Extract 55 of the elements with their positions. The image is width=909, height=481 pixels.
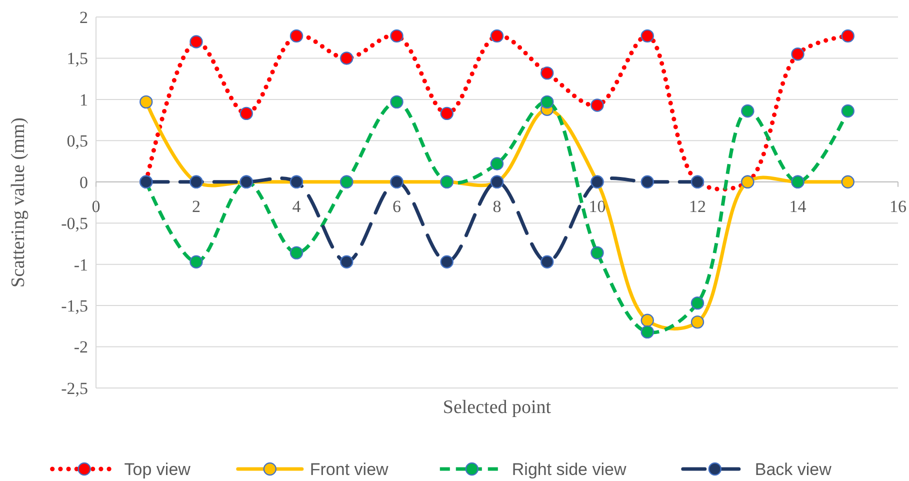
point bbox=[690, 315, 704, 329]
y-tick-label: -1,5 bbox=[61, 296, 88, 316]
point bbox=[640, 175, 654, 188]
point bbox=[841, 29, 854, 43]
point bbox=[390, 95, 404, 109]
legend-label: Top view bbox=[124, 460, 192, 479]
point bbox=[290, 29, 304, 43]
x-tick-label: 6 bbox=[392, 196, 401, 216]
x-axis-title: Selected point bbox=[442, 397, 552, 418]
x-tick-label: 10 bbox=[588, 196, 606, 216]
y-tick-label: -1 bbox=[74, 255, 88, 274]
point bbox=[590, 98, 604, 112]
x-tick-label: 2 bbox=[192, 196, 200, 216]
x-tick-label: 14 bbox=[789, 196, 807, 216]
point bbox=[841, 104, 854, 118]
y-tick-label: 0 bbox=[80, 172, 88, 192]
point bbox=[590, 246, 604, 260]
y-tick-label: -0,5 bbox=[61, 214, 88, 234]
point bbox=[140, 95, 153, 109]
point bbox=[440, 255, 454, 268]
point bbox=[240, 106, 253, 120]
point bbox=[190, 255, 203, 268]
point bbox=[490, 157, 504, 170]
point bbox=[640, 314, 654, 327]
point bbox=[290, 246, 304, 260]
legend-label: Right side view bbox=[512, 460, 627, 479]
point bbox=[640, 325, 654, 339]
point bbox=[540, 95, 554, 109]
x-tick-label: 12 bbox=[689, 196, 706, 216]
x-tick-label: 0 bbox=[92, 196, 100, 216]
x-tick-label: 4 bbox=[292, 196, 302, 216]
point bbox=[540, 255, 554, 268]
point bbox=[440, 106, 454, 120]
point bbox=[540, 66, 554, 80]
legend-label: Front view bbox=[310, 460, 390, 479]
y-tick-label: 1 bbox=[80, 90, 88, 110]
point bbox=[340, 255, 354, 268]
point bbox=[490, 29, 504, 43]
legend-label: Back view bbox=[754, 460, 832, 479]
y-axis-title: Scattering value (mm) bbox=[8, 118, 29, 288]
y-tick-label: -2,5 bbox=[61, 378, 88, 398]
point bbox=[841, 175, 854, 188]
y-tick-label: -2 bbox=[74, 338, 88, 357]
y-tick-label: 1,5 bbox=[66, 49, 88, 68]
point bbox=[791, 48, 804, 61]
point bbox=[741, 104, 754, 118]
point bbox=[390, 29, 404, 43]
point bbox=[640, 29, 654, 43]
point bbox=[690, 296, 704, 310]
point bbox=[190, 35, 203, 48]
y-tick-label: 2 bbox=[80, 8, 88, 27]
point bbox=[340, 52, 354, 65]
x-tick-label: 16 bbox=[890, 196, 906, 216]
y-tick-label: 0,5 bbox=[66, 132, 88, 151]
x-tick-label: 8 bbox=[492, 196, 502, 216]
